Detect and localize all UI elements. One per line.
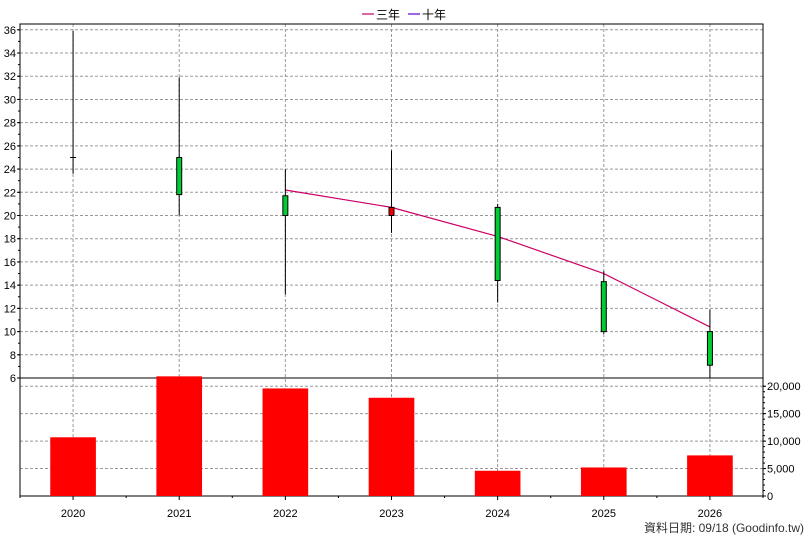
volume-tick-label: 20,000 bbox=[767, 381, 801, 393]
candle-body bbox=[282, 195, 289, 217]
legend: 三年 十年 bbox=[362, 8, 446, 22]
axes: 36 34 32 30 28 26 24 22 20 18 16 14 12 10 8 6 20,000 15,0… bbox=[4, 25, 801, 520]
candle-body bbox=[600, 281, 607, 333]
volume-tick-label: 5,000 bbox=[767, 464, 795, 476]
x-tick-label: 2026 bbox=[698, 508, 722, 520]
x-tick-label: 2023 bbox=[379, 508, 403, 520]
candle-body bbox=[388, 206, 395, 217]
x-tick-label: 2020 bbox=[61, 508, 85, 520]
candle-body bbox=[494, 206, 501, 282]
volume-bar bbox=[687, 455, 733, 496]
x-tick-label: 2021 bbox=[167, 508, 191, 520]
price-tick-label: 30 bbox=[4, 94, 16, 106]
price-tick-label: 12 bbox=[4, 303, 16, 315]
candlesticks bbox=[70, 30, 713, 378]
price-tick-label: 10 bbox=[4, 327, 16, 339]
price-tick-label: 16 bbox=[4, 257, 16, 269]
volume-bar bbox=[50, 437, 96, 496]
x-tick-label: 2025 bbox=[592, 508, 616, 520]
volume-bar bbox=[262, 388, 309, 496]
price-tick-label: 32 bbox=[4, 71, 16, 83]
price-tick-label: 28 bbox=[4, 118, 16, 130]
price-tick-label: 18 bbox=[4, 234, 16, 246]
x-tick-label: 2022 bbox=[273, 508, 297, 520]
footer-note: 資料日期: 09/18 (Goodinfo.tw) bbox=[644, 521, 804, 535]
volume-bar bbox=[580, 467, 627, 496]
price-tick-label: 6 bbox=[10, 373, 16, 385]
price-tick-label: 20 bbox=[4, 211, 16, 223]
x-tick-label: 2024 bbox=[485, 508, 509, 520]
volume-bar bbox=[368, 397, 415, 496]
price-tick-label: 14 bbox=[4, 280, 16, 292]
legend-label: 三年 bbox=[376, 8, 400, 22]
candle-body bbox=[706, 331, 713, 366]
price-tick-label: 8 bbox=[10, 350, 16, 362]
price-tick-label: 26 bbox=[4, 141, 16, 153]
volume-bar bbox=[156, 376, 203, 496]
price-tick-label: 36 bbox=[4, 25, 16, 37]
volume-tick-label: 15,000 bbox=[767, 409, 801, 421]
volume-bar bbox=[474, 470, 521, 496]
volume-bars bbox=[50, 376, 733, 496]
legend-label: 十年 bbox=[422, 8, 446, 22]
volume-tick-label: 10,000 bbox=[767, 436, 801, 448]
candle-body bbox=[176, 156, 183, 196]
price-tick-label: 24 bbox=[4, 164, 16, 176]
price-tick-label: 22 bbox=[4, 187, 16, 199]
price-tick-label: 34 bbox=[4, 48, 16, 60]
volume-tick-label: 0 bbox=[767, 491, 773, 503]
